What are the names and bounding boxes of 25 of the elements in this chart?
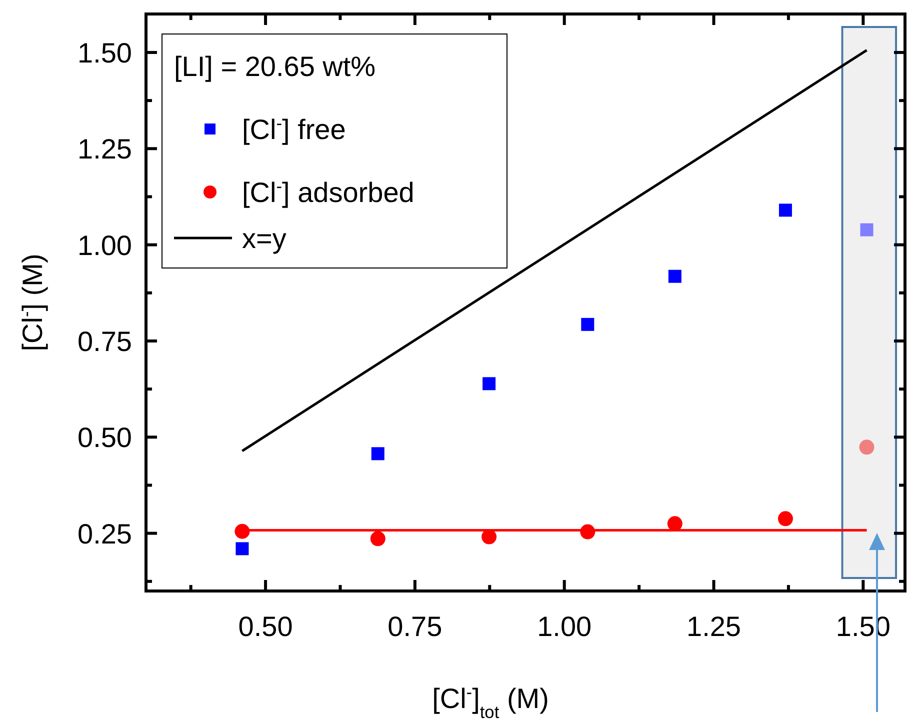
legend-title: [LI] = 20.65 wt%: [174, 51, 376, 82]
point: [860, 223, 874, 236]
point: [859, 440, 874, 455]
point: [778, 511, 793, 526]
x-tick-label: 1.00: [537, 611, 592, 642]
x-axis-title: [Cl$^{-}$]$_{tot}$ (M): [432, 682, 549, 722]
y-tick-label: 1.00: [78, 230, 132, 261]
x-tick-label: 1.25: [686, 611, 742, 642]
y-tick-label: 1.50: [78, 37, 132, 68]
y-tick-label: 0.50: [78, 422, 132, 454]
point: [236, 542, 249, 556]
y-tick-label: 0.75: [78, 326, 132, 357]
point: [482, 377, 496, 390]
point: [371, 447, 384, 460]
legend-label: [Cl$^{-}$] adsorbed: [242, 176, 414, 208]
y-tick-label: 0.25: [78, 518, 132, 550]
point: [668, 270, 682, 283]
legend-label: x=y: [242, 223, 286, 254]
point: [778, 204, 792, 217]
x-tick-label: 0.75: [388, 611, 442, 642]
x-tick-label: 0.50: [238, 611, 293, 642]
point: [370, 531, 386, 546]
legend-label: [Cl$^{-}$] free: [242, 113, 346, 145]
y-tick-label: 1.25: [78, 134, 132, 165]
point: [581, 318, 594, 331]
